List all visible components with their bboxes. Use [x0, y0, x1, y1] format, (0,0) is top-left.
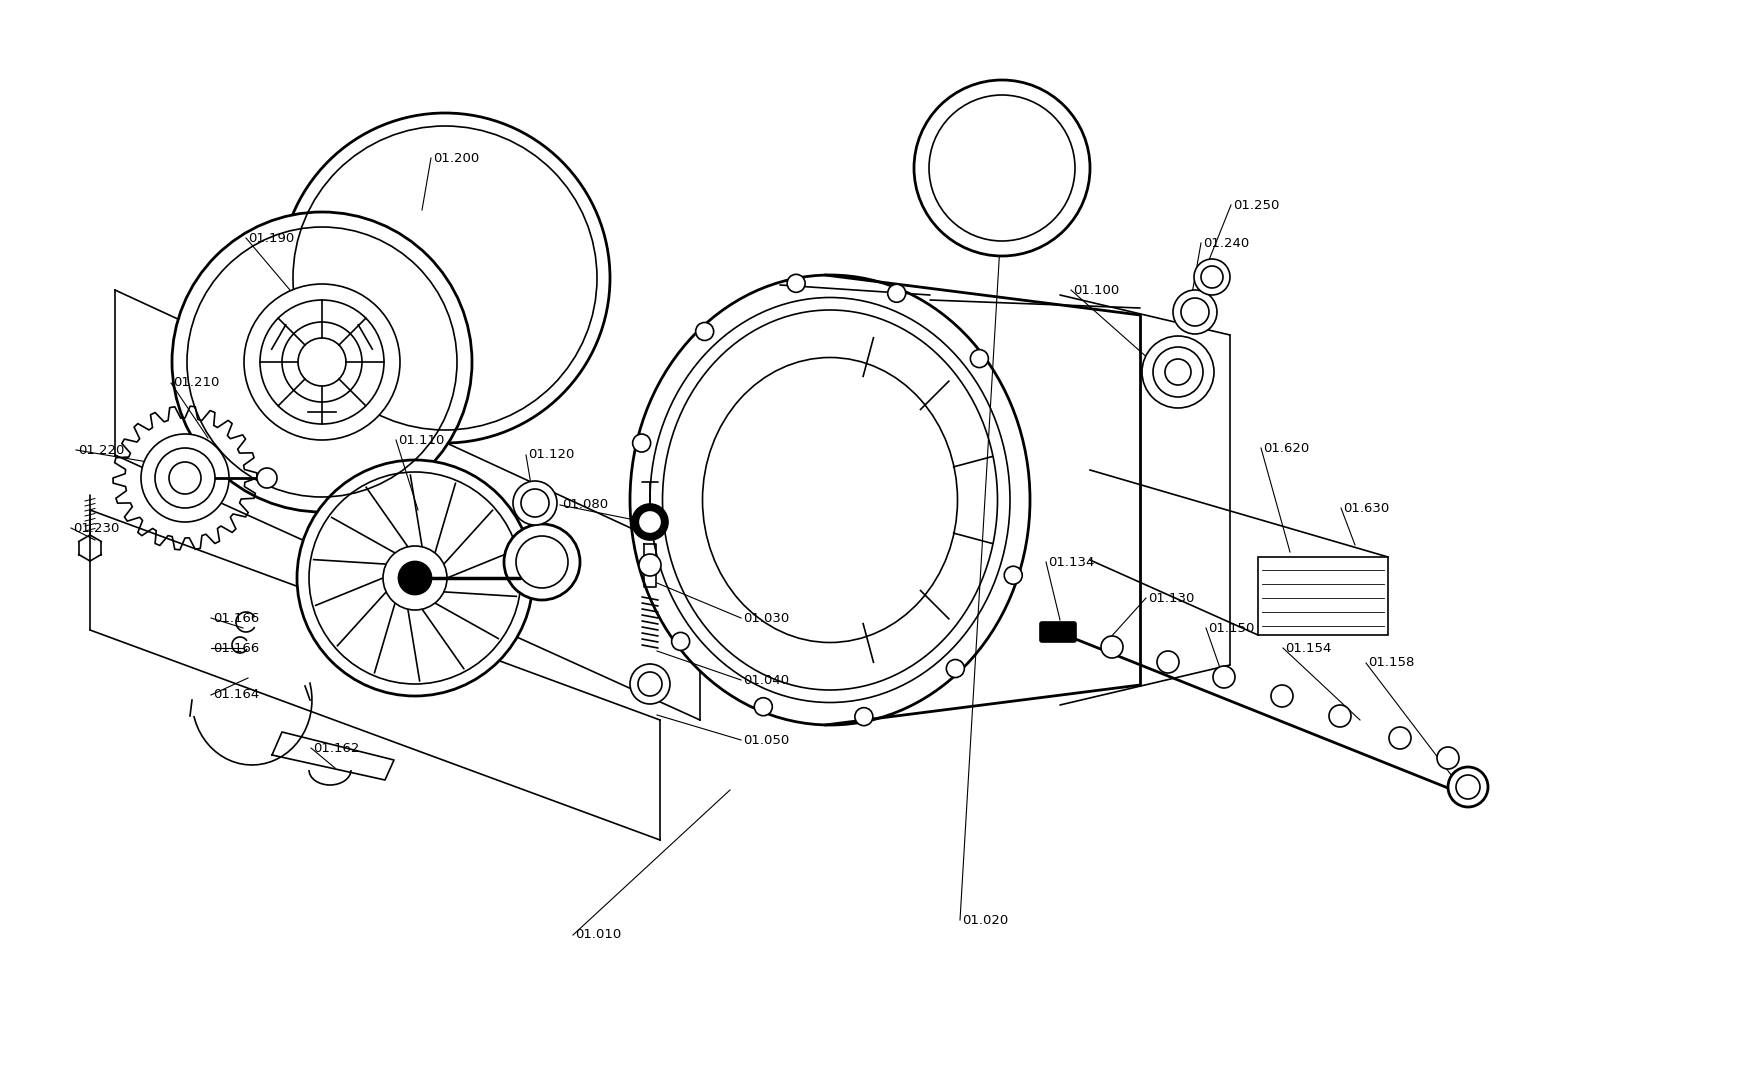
Circle shape	[155, 448, 216, 508]
Text: 01.120: 01.120	[527, 448, 574, 461]
Circle shape	[513, 482, 556, 525]
Circle shape	[970, 350, 988, 368]
Text: 01.200: 01.200	[433, 152, 478, 165]
Text: 01.250: 01.250	[1233, 199, 1278, 212]
Text: 01.220: 01.220	[78, 443, 123, 457]
Circle shape	[946, 659, 963, 677]
Text: 01.010: 01.010	[574, 929, 621, 942]
Circle shape	[297, 460, 532, 696]
Circle shape	[1003, 566, 1021, 584]
Circle shape	[398, 562, 431, 594]
Ellipse shape	[703, 357, 956, 642]
Text: 01.620: 01.620	[1263, 442, 1308, 455]
Circle shape	[1269, 685, 1292, 707]
Text: 01.030: 01.030	[743, 611, 790, 625]
Text: 01.130: 01.130	[1148, 592, 1193, 605]
Text: 01.050: 01.050	[743, 734, 790, 747]
Text: 01.110: 01.110	[398, 433, 443, 446]
Circle shape	[786, 274, 805, 292]
Circle shape	[383, 546, 447, 610]
Circle shape	[671, 632, 689, 651]
Circle shape	[1329, 705, 1349, 727]
Circle shape	[257, 468, 277, 488]
Text: 01.180: 01.180	[308, 362, 355, 374]
Text: 01.134: 01.134	[1047, 555, 1094, 568]
Text: 01.154: 01.154	[1285, 642, 1330, 655]
Circle shape	[1193, 259, 1229, 295]
Text: 01.630: 01.630	[1343, 502, 1388, 515]
Circle shape	[755, 698, 772, 716]
Text: 01.230: 01.230	[73, 521, 120, 535]
Circle shape	[504, 524, 579, 600]
Circle shape	[887, 285, 906, 302]
Circle shape	[640, 513, 659, 532]
Text: 01.080: 01.080	[562, 499, 607, 511]
Text: 01.240: 01.240	[1202, 236, 1249, 249]
Text: 01.210: 01.210	[172, 377, 219, 389]
Text: 01.166: 01.166	[212, 642, 259, 655]
Circle shape	[280, 113, 610, 443]
Circle shape	[1156, 651, 1179, 673]
Circle shape	[631, 504, 668, 540]
Circle shape	[1101, 636, 1122, 658]
Circle shape	[630, 664, 670, 704]
Text: 01.150: 01.150	[1207, 622, 1254, 635]
Circle shape	[1141, 336, 1214, 408]
Text: 01.158: 01.158	[1367, 657, 1414, 670]
Text: 01.162: 01.162	[313, 742, 360, 754]
Circle shape	[141, 434, 230, 522]
Text: 01.166: 01.166	[212, 611, 259, 625]
Text: 01.190: 01.190	[249, 231, 294, 245]
Circle shape	[638, 554, 661, 576]
Ellipse shape	[630, 275, 1029, 725]
Circle shape	[1212, 666, 1235, 688]
Circle shape	[1388, 727, 1410, 749]
Circle shape	[282, 322, 362, 402]
Text: 01.040: 01.040	[743, 673, 790, 687]
Circle shape	[913, 80, 1089, 256]
Circle shape	[1172, 290, 1216, 334]
Circle shape	[243, 284, 400, 440]
Circle shape	[172, 212, 471, 513]
Circle shape	[633, 434, 650, 452]
Text: 01.164: 01.164	[212, 688, 259, 702]
Text: 01.020: 01.020	[962, 914, 1007, 927]
FancyBboxPatch shape	[1040, 622, 1075, 642]
Circle shape	[1436, 747, 1459, 769]
Text: 01.100: 01.100	[1073, 284, 1118, 296]
FancyBboxPatch shape	[1257, 557, 1388, 635]
Circle shape	[696, 322, 713, 340]
Circle shape	[1447, 767, 1487, 807]
Circle shape	[854, 707, 873, 725]
